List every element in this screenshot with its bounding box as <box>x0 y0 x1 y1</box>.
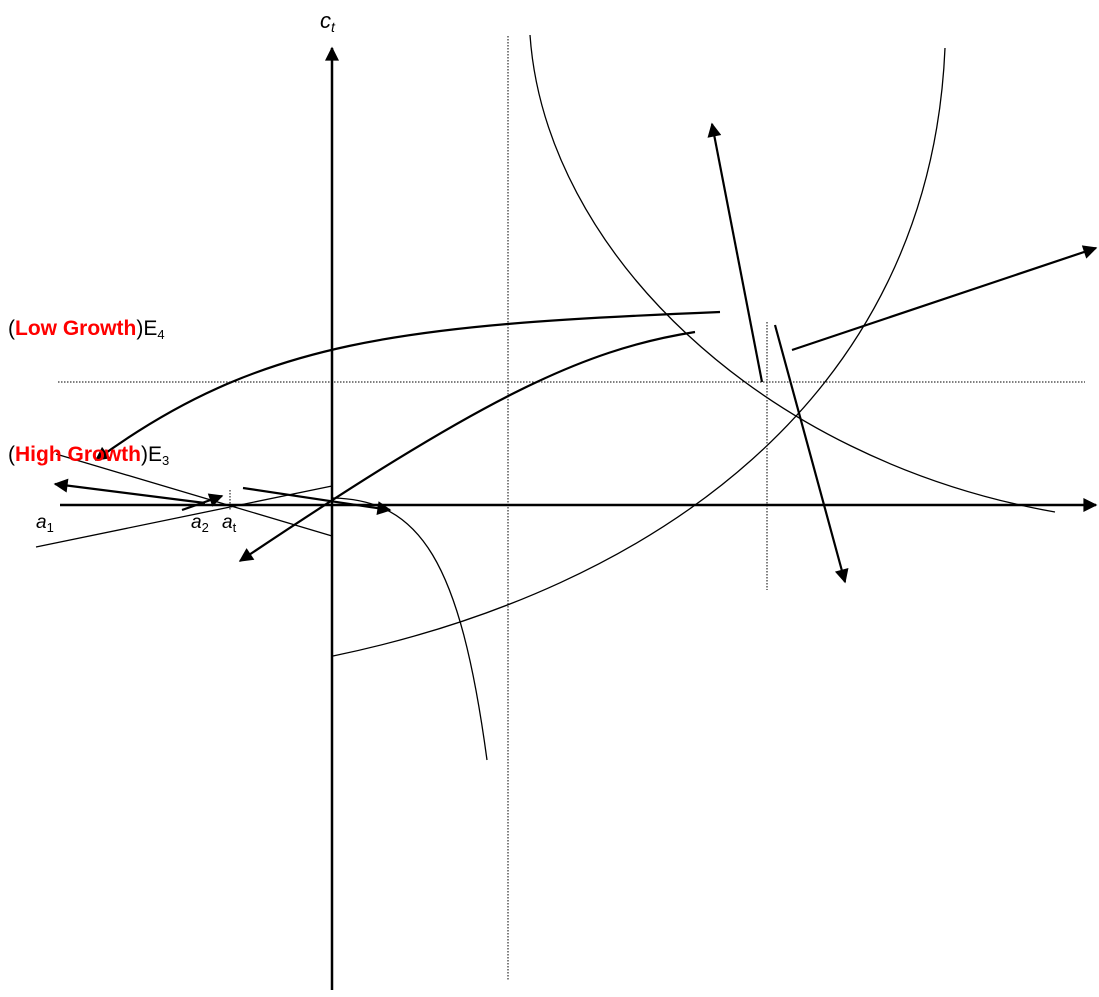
thin-line-lower <box>35 485 333 548</box>
a1-label: a1 <box>36 512 54 535</box>
high-growth-curve <box>238 330 696 562</box>
arrow-left-upper <box>53 478 206 505</box>
e4-label: (Low Growth)E4 <box>8 317 165 342</box>
downward-arc-curve <box>529 34 1056 513</box>
thin-line-upper <box>55 453 333 537</box>
at-label: at <box>222 512 237 535</box>
arrow-up-right <box>707 122 764 383</box>
y-axis-label: ct <box>320 8 335 35</box>
arrow-small-a2 <box>181 493 224 512</box>
arrow-far-right <box>791 245 1098 352</box>
a2-label: a2 <box>191 512 209 535</box>
low-growth-curve <box>94 310 721 461</box>
arrow-right-near-origin <box>242 486 392 516</box>
e3-label: (High Growth)E3 <box>8 443 170 468</box>
hyperbola-curve <box>332 497 488 761</box>
upward-arc-curve <box>332 47 946 657</box>
arrow-down-right <box>773 324 849 584</box>
